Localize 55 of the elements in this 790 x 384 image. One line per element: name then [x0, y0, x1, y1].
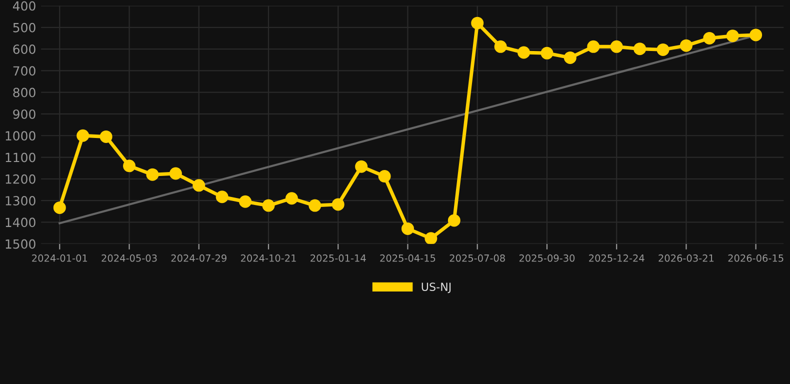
y-tick-label: 1500 — [6, 239, 36, 249]
point — [378, 170, 391, 183]
point — [308, 199, 322, 212]
point — [169, 167, 182, 180]
point — [262, 199, 275, 212]
y-tick-label: 800 — [13, 88, 36, 98]
legend-label: US-NJ — [422, 282, 451, 294]
x-tick-label: 2025-01-14 — [310, 254, 366, 262]
point — [448, 214, 460, 227]
point — [332, 198, 344, 211]
point — [750, 28, 762, 42]
x-tick-label: 2025-04-15 — [380, 254, 436, 262]
point — [610, 40, 623, 53]
point — [355, 160, 368, 173]
point — [494, 40, 507, 53]
y-tick-label: 1400 — [6, 218, 36, 228]
y-tick-label: 1100 — [6, 152, 36, 162]
x-tick-label: 2024-05-03 — [102, 254, 157, 262]
y-tick-label: 900 — [13, 109, 36, 119]
point — [192, 179, 206, 192]
x-tick-label: 2026-06-15 — [728, 254, 784, 262]
point — [76, 129, 90, 142]
point — [587, 40, 600, 53]
point — [53, 201, 66, 214]
y-tick-label: 500 — [13, 22, 36, 32]
point — [656, 43, 670, 56]
point — [146, 168, 159, 181]
y-tick-label: 600 — [13, 44, 36, 54]
point — [518, 46, 530, 59]
x-tick-label: 2025-12-24 — [589, 254, 644, 262]
point — [285, 192, 298, 205]
y-tick-label: 1200 — [6, 174, 36, 184]
point — [564, 51, 576, 64]
x-tick-label: 2024-10-21 — [240, 254, 296, 262]
x-tick-label: 2024-01-01 — [32, 254, 87, 262]
point — [100, 130, 112, 143]
point — [680, 39, 692, 52]
point — [703, 32, 716, 44]
point — [634, 42, 646, 56]
point — [471, 16, 484, 30]
point — [726, 30, 739, 42]
x-tick-label: 2025-09-30 — [519, 254, 575, 262]
point — [239, 195, 252, 208]
x-tick-label: 2024-07-29 — [171, 254, 226, 262]
point — [123, 160, 136, 172]
y-tick-label: 700 — [13, 66, 36, 76]
point — [540, 46, 554, 60]
point — [216, 190, 228, 204]
point — [424, 232, 438, 244]
y-tick-label: 400 — [12, 1, 36, 11]
x-tick-label: 2026-03-21 — [658, 254, 714, 262]
y-tick-label: 1000 — [6, 131, 36, 141]
y-tick-label: 1300 — [6, 196, 36, 206]
x-tick-label: 2025-07-08 — [450, 254, 505, 262]
point — [401, 222, 414, 235]
